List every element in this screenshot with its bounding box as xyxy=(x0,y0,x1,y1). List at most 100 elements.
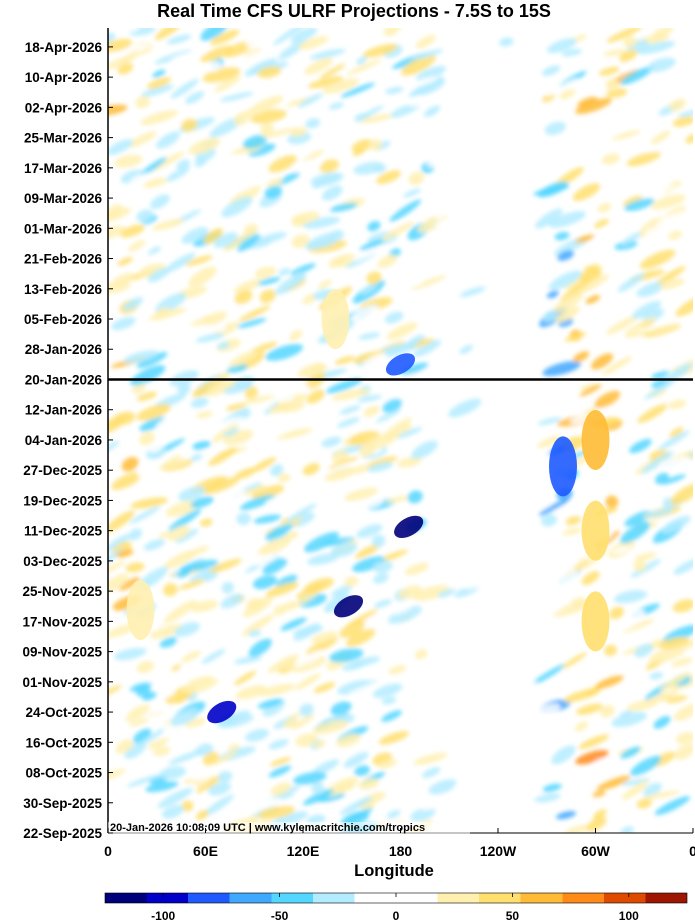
anomaly-blob xyxy=(478,621,503,633)
anomaly-blob xyxy=(483,406,507,417)
anomaly-blob xyxy=(435,644,464,665)
anomaly-blob xyxy=(675,732,693,745)
anomaly-blob xyxy=(112,118,137,135)
anomaly-blob xyxy=(444,683,476,699)
anomaly-blob xyxy=(408,171,425,186)
anomaly-blob xyxy=(196,301,220,309)
anomaly-blob xyxy=(192,377,226,398)
anomaly-blob xyxy=(212,423,239,443)
anomaly-blob xyxy=(455,488,486,508)
anomaly-blob xyxy=(149,151,185,172)
anomaly-blob xyxy=(568,772,581,783)
anomaly-blob xyxy=(239,486,268,497)
anomaly-blob xyxy=(654,796,691,816)
anomaly-blob xyxy=(496,472,519,484)
anomaly-blob xyxy=(639,184,677,198)
anomaly-blob xyxy=(489,502,504,513)
anomaly-blob xyxy=(123,350,159,364)
anomaly-blob xyxy=(339,620,366,638)
anomaly-blob xyxy=(298,363,328,378)
anomaly-blob xyxy=(411,274,448,290)
anomaly-blob xyxy=(542,783,562,793)
anomaly-blob xyxy=(605,78,619,92)
anomaly-blob xyxy=(234,95,262,113)
anomaly-blob xyxy=(159,766,186,780)
anomaly-blob xyxy=(674,743,693,760)
anomaly-blob xyxy=(343,751,369,768)
anomaly-blob xyxy=(396,427,423,439)
anomaly-blob xyxy=(205,379,235,397)
anomaly-blob xyxy=(337,417,361,428)
anomaly-blob xyxy=(605,286,618,299)
anomaly-blob xyxy=(223,232,254,252)
anomaly-blob xyxy=(108,139,134,156)
anomaly-blob xyxy=(556,811,577,820)
anomaly-blob xyxy=(165,166,190,182)
anomaly-blob xyxy=(203,228,224,244)
anomaly-blob xyxy=(203,570,218,582)
anomaly-blob xyxy=(225,55,256,67)
y-tick-label: 24-Oct-2025 xyxy=(25,705,102,720)
anomaly-blob xyxy=(320,63,346,79)
anomaly-blob xyxy=(190,600,219,613)
anomaly-blob xyxy=(227,178,263,195)
anomaly-blob xyxy=(270,782,292,796)
anomaly-feature xyxy=(333,595,364,618)
anomaly-blob xyxy=(108,225,126,240)
anomaly-blob xyxy=(346,681,383,697)
anomaly-blob xyxy=(594,390,621,409)
anomaly-blob xyxy=(183,678,219,695)
anomaly-blob xyxy=(501,637,514,645)
anomaly-blob xyxy=(163,687,176,698)
anomaly-blob xyxy=(378,759,397,769)
anomaly-blob xyxy=(270,464,284,477)
anomaly-blob xyxy=(643,782,662,797)
anomaly-blob xyxy=(363,405,380,417)
y-tick-label: 16-Oct-2025 xyxy=(25,735,102,750)
anomaly-blob xyxy=(257,683,296,697)
anomaly-blob xyxy=(499,570,527,588)
anomaly-blob xyxy=(575,234,595,243)
anomaly-blob xyxy=(570,597,587,608)
anomaly-blob xyxy=(583,264,600,272)
anomaly-blob xyxy=(531,275,547,289)
x-tick-label: 60E xyxy=(193,843,218,859)
y-tick-label: 20-Jan-2026 xyxy=(25,372,103,387)
anomaly-blob xyxy=(278,268,291,276)
anomaly-blob xyxy=(643,141,671,155)
anomaly-blob xyxy=(212,751,237,766)
anomaly-blob xyxy=(322,78,360,94)
anomaly-blob xyxy=(185,91,205,104)
anomaly-blob xyxy=(129,682,153,692)
y-tick-label: 18-Apr-2026 xyxy=(25,40,103,55)
anomaly-blob xyxy=(150,194,170,209)
anomaly-blob xyxy=(408,95,429,107)
anomaly-blob xyxy=(143,177,167,188)
anomaly-blob xyxy=(268,739,289,750)
anomaly-blob xyxy=(340,82,376,98)
anomaly-blob xyxy=(678,109,693,118)
anomaly-blob xyxy=(643,508,674,518)
anomaly-blob xyxy=(673,703,693,721)
anomaly-blob xyxy=(328,456,359,470)
anomaly-blob xyxy=(381,710,403,722)
anomaly-blob xyxy=(136,209,154,223)
anomaly-blob xyxy=(214,489,246,508)
colorbar-tick-label: -100 xyxy=(151,909,175,921)
anomaly-blob xyxy=(151,219,184,231)
anomaly-blob xyxy=(358,778,379,790)
anomaly-blob xyxy=(636,281,665,298)
anomaly-blob xyxy=(501,785,536,800)
anomaly-blob xyxy=(576,703,603,715)
anomaly-blob xyxy=(658,456,691,468)
anomaly-blob xyxy=(245,729,269,742)
anomaly-blob xyxy=(175,692,192,704)
anomaly-blob xyxy=(329,202,358,212)
anomaly-blob xyxy=(302,462,320,476)
anomaly-blob xyxy=(663,63,693,76)
anomaly-blob xyxy=(559,89,576,100)
anomaly-blob xyxy=(186,735,210,753)
anomaly-blob xyxy=(154,49,192,65)
anomaly-blob xyxy=(546,38,577,54)
anomaly-blob xyxy=(592,757,610,769)
